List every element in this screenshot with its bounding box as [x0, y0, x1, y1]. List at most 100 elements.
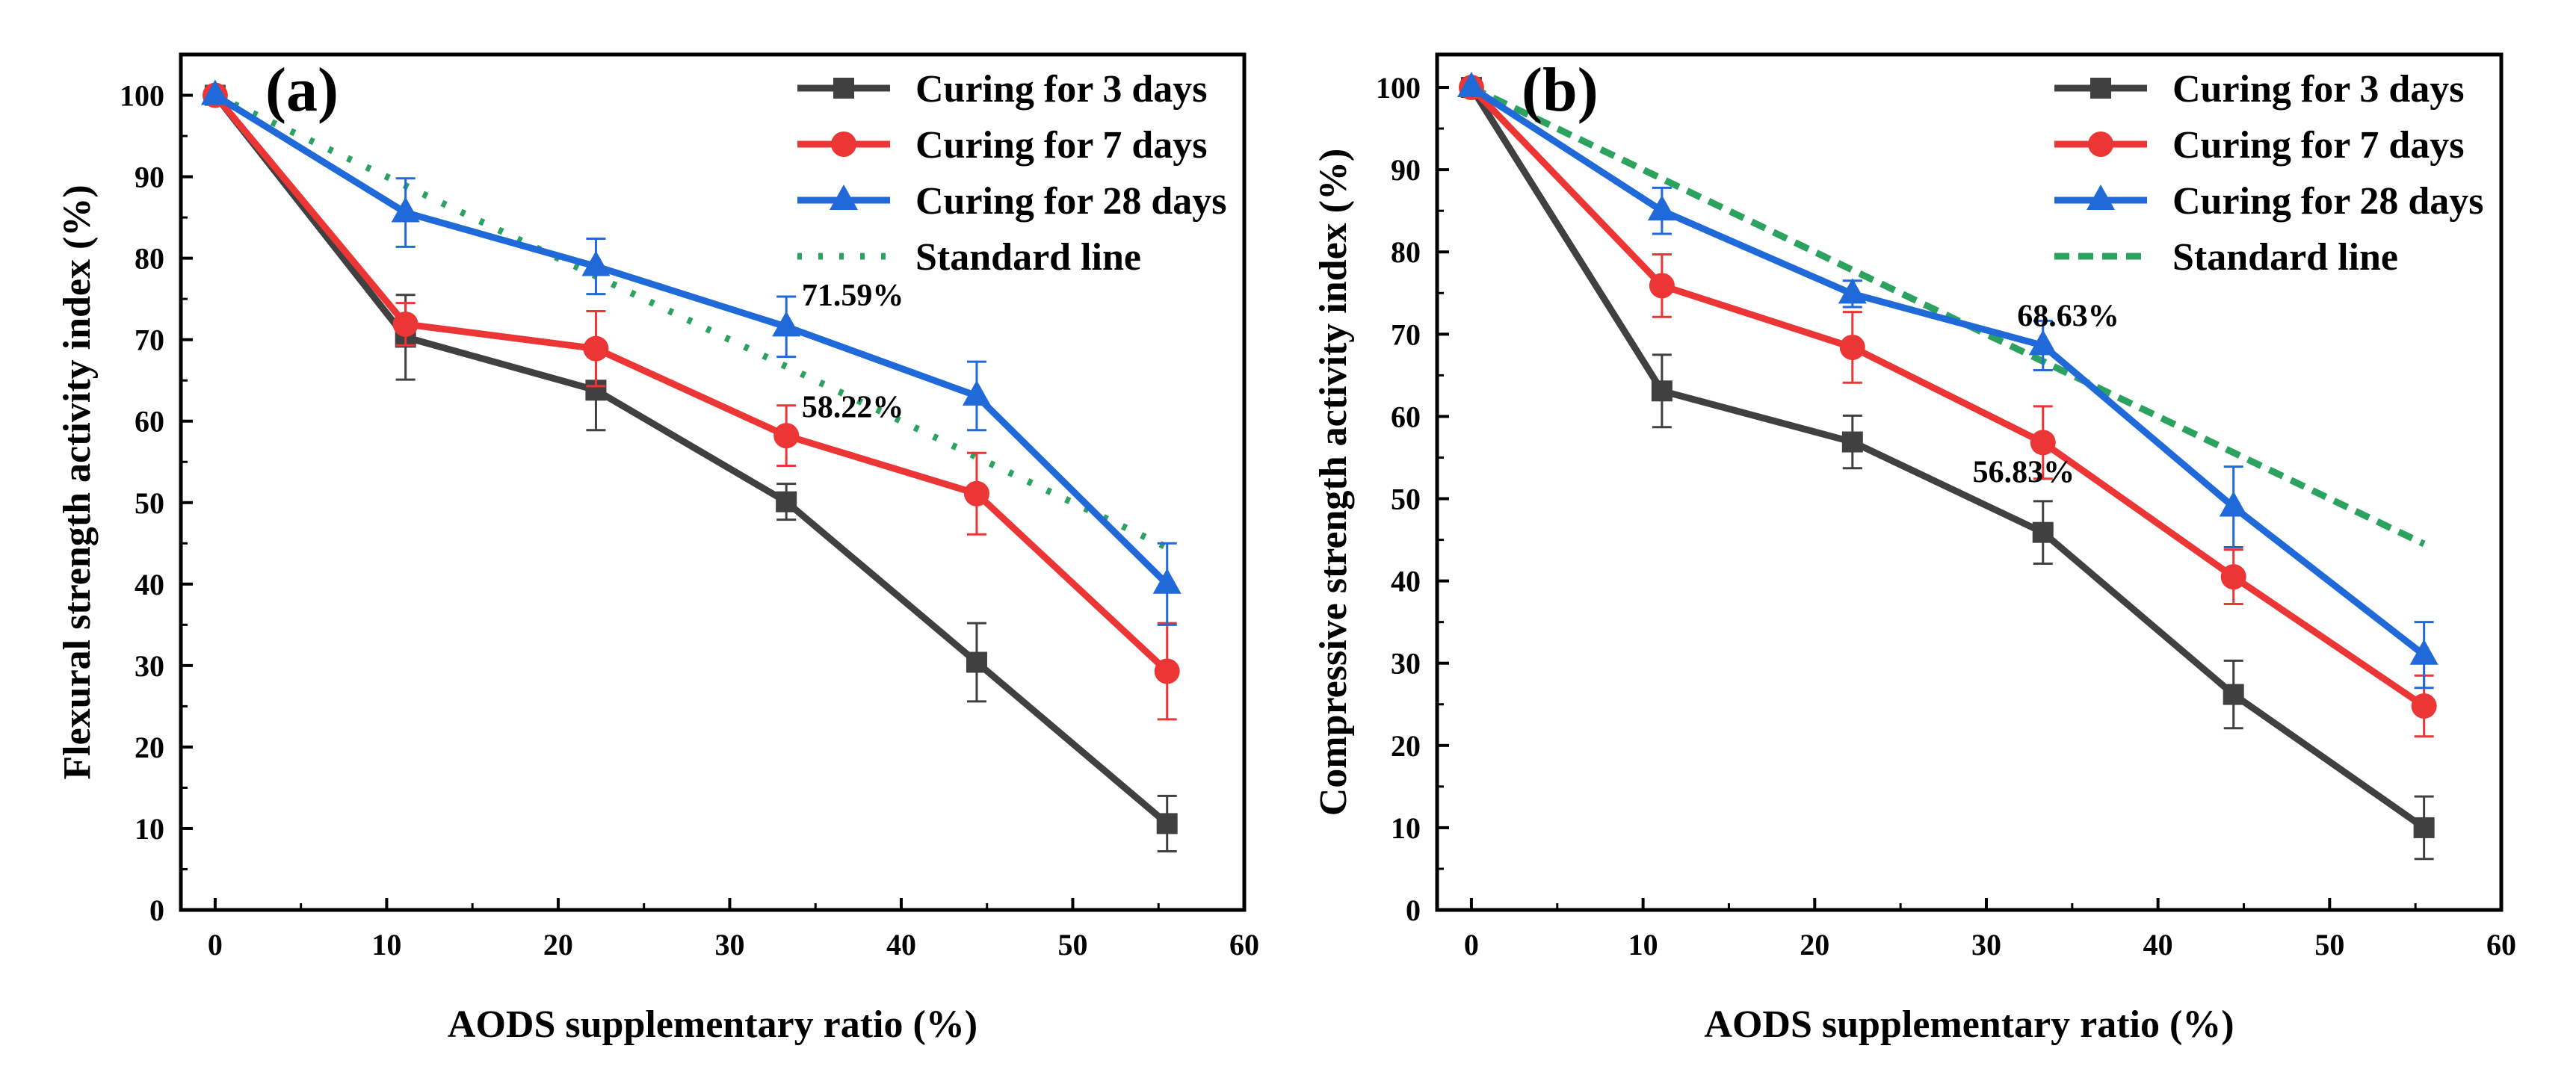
legend-marker: [2090, 78, 2111, 99]
data-point: [2219, 491, 2248, 517]
data-point: [583, 335, 609, 362]
legend: Curing for 3 days Curing for 7 days Curing…: [797, 68, 1227, 279]
standard-line: [1469, 84, 2426, 548]
x-tick-label: 0: [208, 928, 223, 961]
value-annotation: 68.63%: [2017, 299, 2119, 333]
data-point: [1841, 431, 1863, 453]
y-tick-label: 10: [1391, 811, 1421, 845]
x-tick-label: 20: [543, 928, 573, 961]
data-point: [392, 311, 418, 337]
y-tick-label: 50: [135, 486, 164, 520]
y-tick-label: 70: [135, 323, 164, 357]
y-tick-label: 20: [1391, 729, 1421, 763]
data-point: [772, 311, 801, 337]
data-point: [1156, 813, 1178, 834]
y-tick-label: 90: [1391, 153, 1421, 187]
panel-b: 0 10 20 30 40 50 60 0 10 20 30 40 50 60 70 80 90 100 AODS …: [1312, 52, 2516, 1046]
y-tick-label: 10: [135, 812, 164, 846]
y-tick-label: 60: [1391, 400, 1421, 433]
y-tick-label: 0: [1406, 894, 1421, 927]
legend-label: Standard line: [915, 236, 1141, 279]
series-line: [1468, 85, 2427, 831]
series-triangle: [1457, 72, 2438, 690]
x-tick-label: 30: [714, 928, 744, 961]
data-point: [1839, 334, 1865, 360]
data-point: [391, 196, 420, 223]
series-triangle: [200, 79, 1182, 626]
x-tick-label: 40: [886, 928, 916, 961]
legend-marker: [833, 78, 854, 99]
y-tick-label: 60: [135, 405, 164, 439]
x-tick-label: 60: [2486, 928, 2516, 961]
legend-marker: [2087, 185, 2115, 210]
legend-marker: [830, 185, 858, 210]
value-annotation: 56.83%: [1973, 456, 2075, 490]
plot-frame: [1435, 52, 2504, 912]
y-tick-label: 30: [1391, 647, 1421, 681]
y-tick-label: 100: [1376, 71, 1421, 105]
data-point: [1152, 568, 1182, 594]
legend-marker: [2088, 131, 2113, 157]
y-tick-label: 20: [135, 731, 164, 764]
panel-label: (a): [265, 55, 339, 125]
legend-label: Curing for 7 days: [2172, 124, 2465, 167]
data-point: [962, 380, 991, 406]
data-point: [773, 423, 800, 449]
y-tick-label: 30: [135, 649, 164, 683]
value-annotation: 58.22%: [802, 390, 904, 424]
data-point: [2409, 639, 2438, 665]
data-point: [200, 79, 229, 105]
legend-label: Curing for 3 days: [915, 68, 1208, 111]
x-axis-label: AODS supplementary ratio (%): [1704, 1003, 2234, 1046]
y-tick-label: 90: [135, 161, 164, 194]
x-tick-label: 10: [1628, 928, 1658, 961]
series-circle: [202, 82, 1180, 721]
x-tick-label: 10: [371, 928, 401, 961]
y-axis-label: Compressive strength activity index (%): [1312, 149, 1355, 817]
y-tick-label: 80: [135, 242, 164, 276]
y-tick-label: 40: [135, 568, 164, 601]
data-point: [2032, 521, 2054, 543]
y-tick-label: 100: [120, 79, 164, 113]
panel-a: 0 10 20 30 40 50 60 0 10 20 30 40 50 60 70 80 90 100 AODS …: [56, 52, 1259, 1046]
series-line: [212, 93, 1170, 826]
x-tick-label: 30: [1971, 928, 2001, 961]
data-point: [1838, 278, 1867, 304]
panel-label: (b): [1522, 55, 1599, 125]
data-point: [2030, 430, 2056, 456]
x-tick-label: 40: [2143, 928, 2173, 961]
x-tick-label: 60: [1229, 928, 1259, 961]
y-tick-label: 40: [1391, 565, 1421, 598]
data-point: [581, 250, 611, 276]
series-line: [1468, 84, 2427, 709]
data-point: [1649, 273, 1675, 299]
y-tick-label: 50: [1391, 483, 1421, 516]
data-point: [1457, 72, 1486, 98]
data-point: [2220, 564, 2246, 590]
data-point: [1651, 380, 1672, 402]
x-tick-label: 50: [1057, 928, 1087, 961]
y-axis-label: Flexural strength activity index (%): [56, 185, 99, 779]
data-point: [2413, 817, 2435, 838]
y-tick-label: 80: [1391, 235, 1421, 269]
data-point: [1647, 195, 1676, 221]
data-point: [776, 491, 797, 512]
x-axis-label: AODS supplementary ratio (%): [448, 1003, 977, 1046]
x-tick-label: 20: [1800, 928, 1829, 961]
data-point: [2411, 693, 2437, 719]
legend-label: Curing for 7 days: [915, 124, 1208, 167]
legend-label: Curing for 3 days: [2172, 68, 2465, 111]
value-annotation: 71.59%: [802, 279, 904, 313]
series-line: [213, 92, 1170, 587]
data-point: [966, 651, 987, 673]
legend: Curing for 3 days Curing for 7 days Curing…: [2054, 68, 2484, 279]
data-point: [2223, 684, 2244, 705]
data-point: [963, 480, 989, 507]
series-line: [212, 93, 1170, 674]
legend-label: Standard line: [2172, 236, 2398, 279]
legend-marker: [831, 131, 856, 157]
data-point: [1154, 658, 1180, 684]
legend-label: Curing for 28 days: [2172, 180, 2484, 223]
legend-label: Curing for 28 days: [915, 180, 1227, 223]
